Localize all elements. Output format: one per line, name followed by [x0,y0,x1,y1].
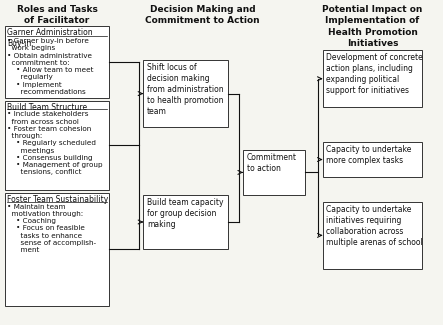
FancyBboxPatch shape [243,150,305,195]
FancyBboxPatch shape [323,202,422,269]
FancyBboxPatch shape [144,60,228,127]
Text: Potential Impact on
Implementation of
Health Promotion
Initiatives: Potential Impact on Implementation of He… [323,5,423,48]
Text: Capacity to undertake
initiatives requiring
collaboration across
multiple arenas: Capacity to undertake initiatives requir… [326,205,422,247]
Text: • Maintain team
  motivation through:
    • Coaching
    • Focus on feasible
   : • Maintain team motivation through: • Co… [7,204,96,253]
FancyBboxPatch shape [5,26,109,98]
Text: Development of concrete
action plans, including
expanding political
support for : Development of concrete action plans, in… [326,53,422,95]
FancyBboxPatch shape [323,142,422,177]
Text: Garner Administration
Buy-in: Garner Administration Buy-in [7,28,93,47]
Text: • Include stakeholders
  from across school
• Foster team cohesion
  through:
  : • Include stakeholders from across schoo… [7,111,103,176]
FancyBboxPatch shape [5,193,109,306]
FancyBboxPatch shape [144,195,228,249]
Text: Decision Making and
Commitment to Action: Decision Making and Commitment to Action [145,5,260,25]
Text: Shift locus of
decision making
from administration
to health promotion
team: Shift locus of decision making from admi… [147,63,224,116]
Text: Build Team Structure: Build Team Structure [7,102,87,111]
FancyBboxPatch shape [5,100,109,190]
Text: Build team capacity
for group decision
making: Build team capacity for group decision m… [147,198,224,229]
Text: Foster Team Sustainability: Foster Team Sustainability [7,195,109,204]
Text: Capacity to undertake
more complex tasks: Capacity to undertake more complex tasks [326,145,411,165]
Text: • Garner buy-in before
  work begins
• Obtain administrative
  commitment to:
  : • Garner buy-in before work begins • Obt… [7,38,93,95]
Text: Commitment
to action: Commitment to action [247,153,297,173]
FancyBboxPatch shape [323,50,422,108]
Text: Roles and Tasks
of Facilitator: Roles and Tasks of Facilitator [16,5,97,25]
